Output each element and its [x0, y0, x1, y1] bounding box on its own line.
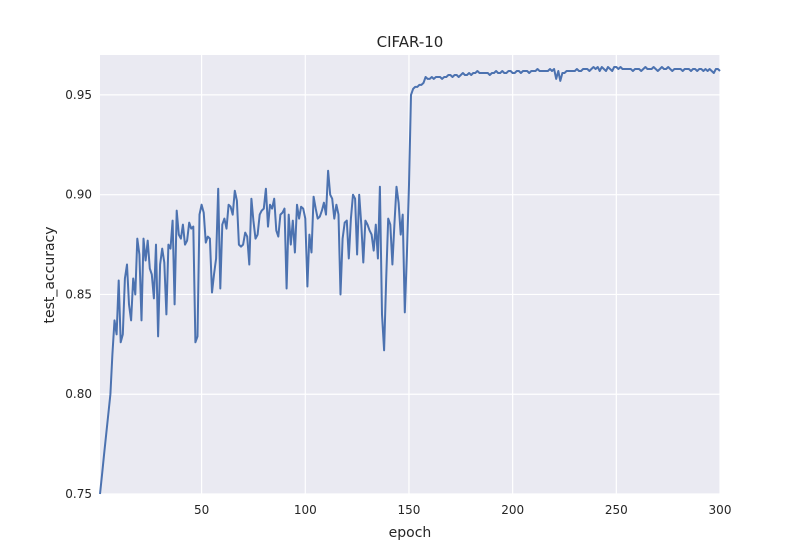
x-tick-label: 100	[294, 503, 317, 517]
y-tick-label: 0.95	[65, 88, 92, 102]
y-tick-label: 0.85	[65, 287, 92, 301]
y-tick-label: 0.80	[65, 387, 92, 401]
y-tick-label: 0.75	[65, 487, 92, 501]
chart-title: CIFAR-10	[377, 33, 444, 51]
tick-labels: 50 100 150 200 250 300 0.75 0.80 0.85 0.90 0.95	[65, 88, 731, 517]
x-tick-label: 50	[194, 503, 209, 517]
x-tick-label: 250	[605, 503, 628, 517]
x-tick-label: 300	[709, 503, 732, 517]
series-line-test-accuracy	[99, 66, 721, 495]
y-tick-label: 0.90	[65, 188, 92, 202]
x-axis-label: epoch	[389, 525, 432, 541]
y-axis-label: test_accuracy	[42, 226, 58, 323]
x-tick-label: 200	[501, 503, 524, 517]
x-tick-label: 150	[398, 503, 421, 517]
